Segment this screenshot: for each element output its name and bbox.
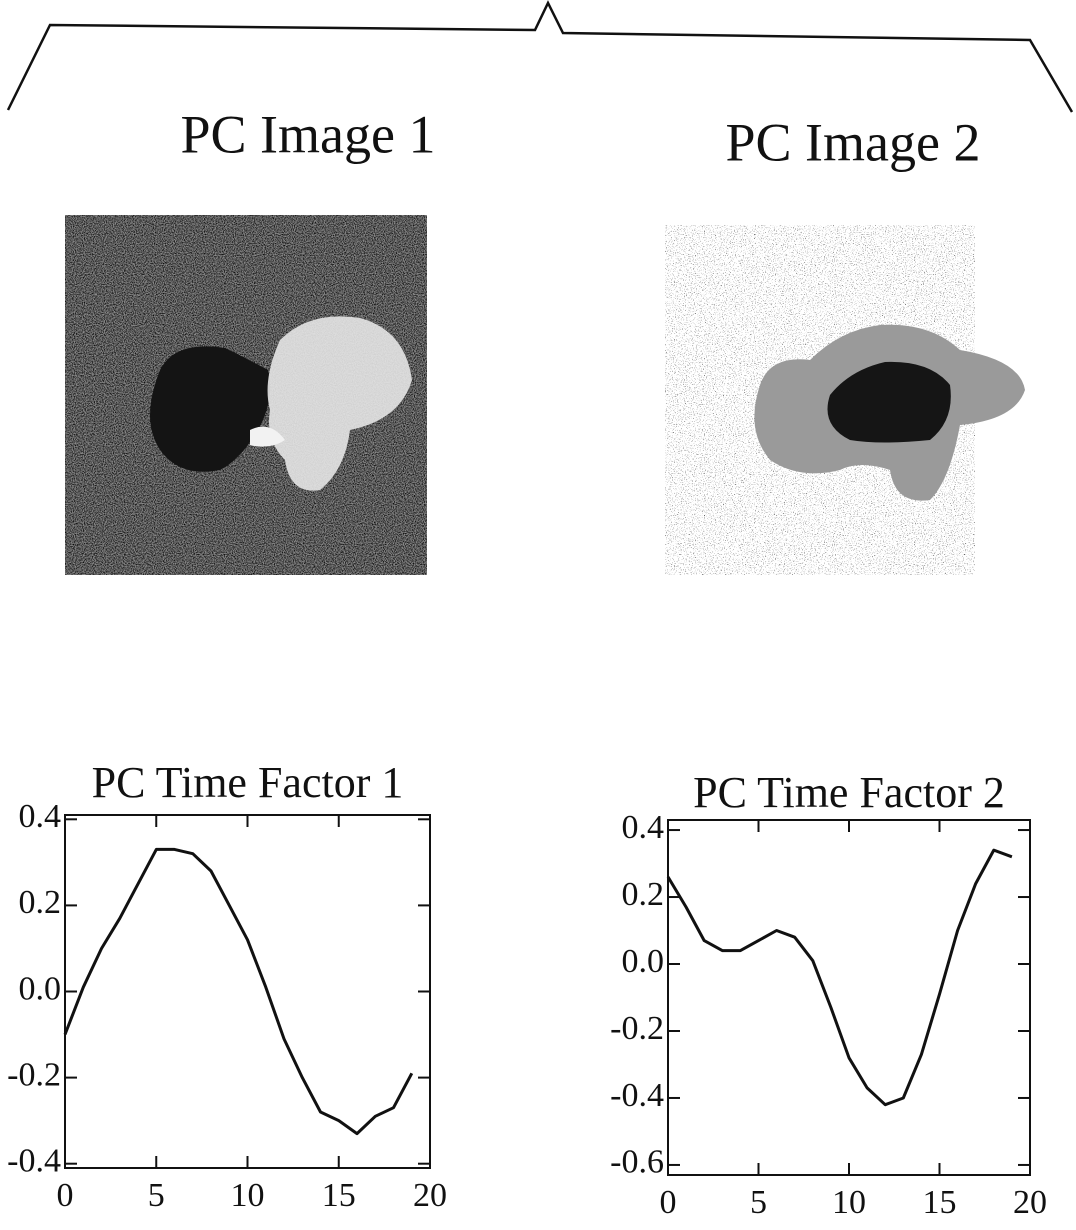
- y-tick-label: 0.0: [622, 943, 665, 980]
- x-tick-label: 0: [660, 1184, 677, 1221]
- x-tick-label: 5: [750, 1184, 767, 1221]
- x-tick-label: 15: [923, 1184, 957, 1221]
- x-tick-label: 10: [832, 1184, 866, 1221]
- pc-image-2: [665, 225, 1025, 575]
- y-tick-label: -0.4: [7, 1142, 61, 1179]
- y-tick-label: 0.4: [19, 798, 62, 835]
- x-tick-label: 10: [231, 1177, 265, 1214]
- y-tick-label: -0.6: [610, 1144, 664, 1181]
- chart-title: PC Time Factor 2: [693, 768, 1005, 817]
- x-tick-label: 0: [57, 1177, 74, 1214]
- chart-title: PC Time Factor 1: [92, 758, 404, 807]
- x-tick-label: 20: [1013, 1184, 1047, 1221]
- y-tick-label: 0.4: [622, 809, 665, 846]
- pc-image-1: [65, 215, 427, 575]
- data-line: [63, 847, 414, 1136]
- y-tick-label: 0.0: [19, 970, 62, 1007]
- y-tick-label: 0.2: [622, 876, 665, 913]
- plot-frame: [667, 819, 1031, 1176]
- x-tick-label: 5: [148, 1177, 165, 1214]
- y-tick-label: 0.2: [19, 884, 62, 921]
- y-tick-label: -0.4: [610, 1077, 664, 1114]
- x-tick-label: 20: [413, 1177, 447, 1214]
- data-line: [666, 848, 1013, 1107]
- x-tick-label: 15: [322, 1177, 356, 1214]
- bracket: [6, 0, 1074, 113]
- image-title: PC Image 2: [726, 112, 981, 172]
- image-title: PC Image 1: [181, 104, 436, 164]
- y-tick-label: -0.2: [7, 1056, 61, 1093]
- y-tick-label: -0.2: [610, 1010, 664, 1047]
